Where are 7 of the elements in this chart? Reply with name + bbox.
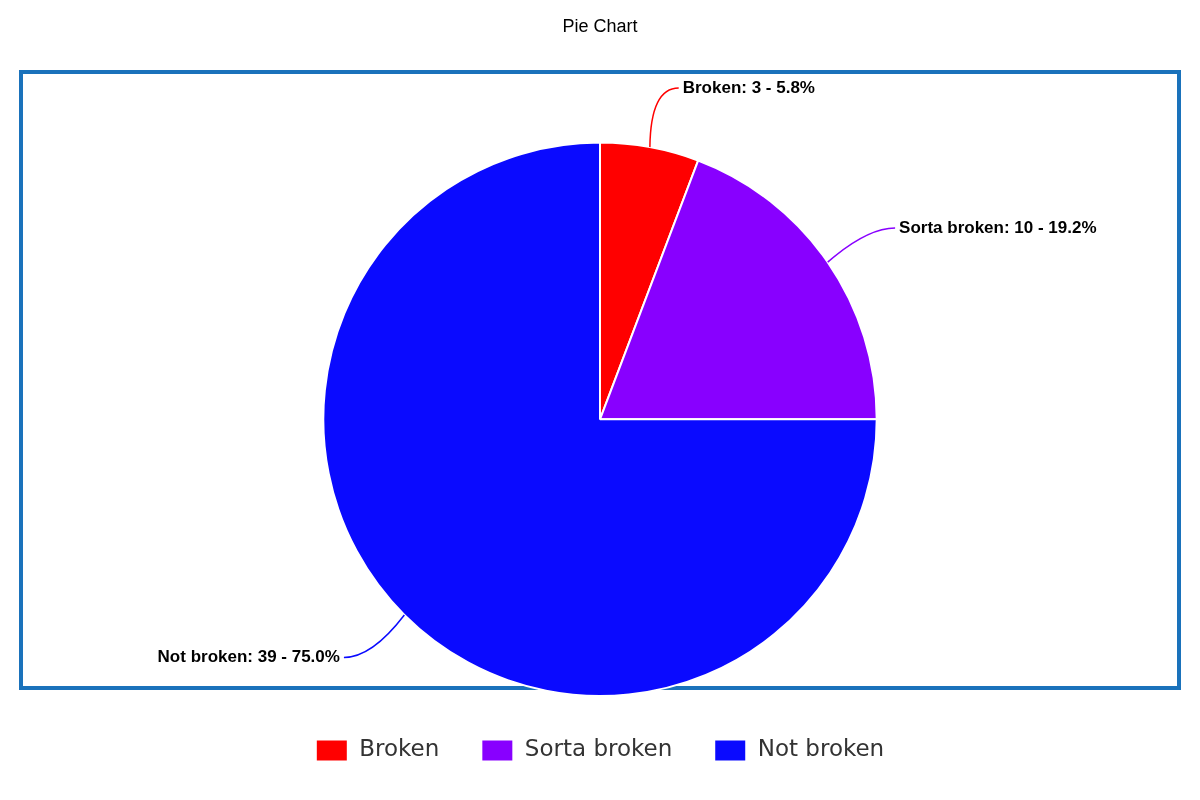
data-label: Not broken: 39 - 75.0% bbox=[157, 647, 340, 667]
data-label: Sorta broken: 10 - 19.2% bbox=[899, 217, 1097, 237]
legend-label: Sorta broken bbox=[524, 735, 673, 762]
data-label: Broken: 3 - 5.8% bbox=[682, 77, 815, 97]
legend-label: Not broken bbox=[757, 735, 885, 762]
chart-title: Pie Chart bbox=[562, 15, 638, 36]
legend-label: Broken bbox=[359, 735, 440, 762]
